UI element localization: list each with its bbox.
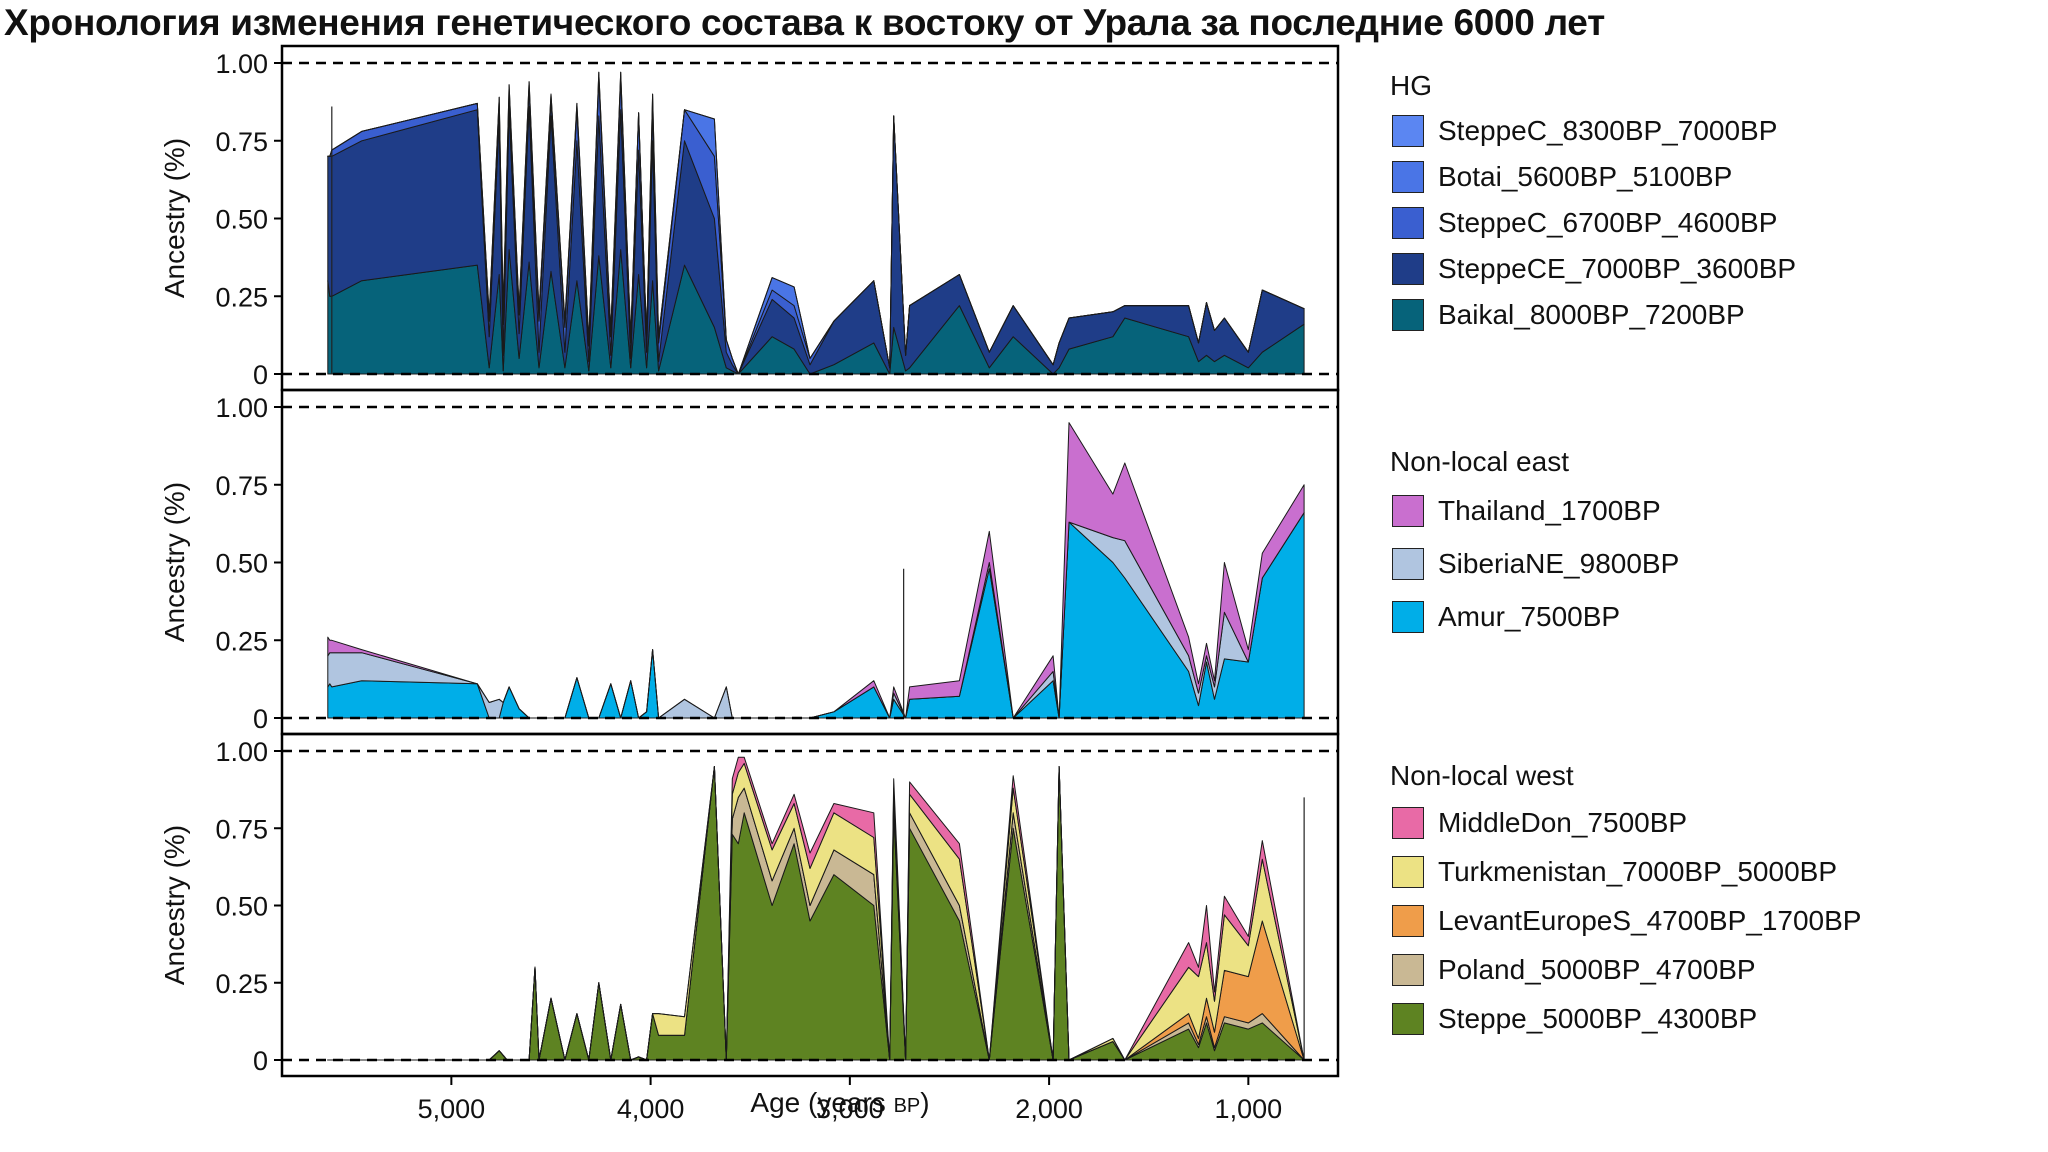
figure-title: Хронология изменения генетического соста…: [4, 2, 1605, 43]
panel-2: 0 0.25 0.50 0.75 1.00 Ancestry (%): [159, 732, 1340, 1078]
legend-swatch: [1392, 600, 1424, 633]
x-tick-label: 1,000: [1215, 1094, 1283, 1124]
legend-title: Non-local east: [1390, 446, 1569, 477]
legend-label: SteppeC_8300BP_7000BP: [1438, 115, 1778, 146]
y-tick-label: 0.50: [215, 892, 268, 922]
legend-label: Thailand_1700BP: [1438, 494, 1661, 526]
y-tick-label: 0.50: [215, 205, 268, 235]
legend-swatch: [1392, 806, 1424, 839]
y-axis-title: Ancestry (%): [159, 825, 190, 985]
y-tick-label: 0: [253, 360, 268, 390]
legend-label: Baikal_8000BP_7200BP: [1438, 299, 1745, 330]
legend-label: Botai_5600BP_5100BP: [1438, 161, 1733, 192]
legend-hg: HG SteppeC_8300BP_7000BP Botai_5600BP_5100…: [1390, 70, 1796, 338]
legend-item: Baikal_8000BP_7200BP: [1390, 292, 1796, 338]
legend-item: Turkmenistan_7000BP_5000BP: [1390, 847, 1861, 896]
legend-label: SteppeCE_7000BP_3600BP: [1438, 253, 1797, 284]
panel-0: 0 0.25 0.50 0.75 1.00 Ancestry (%): [159, 44, 1340, 392]
panels-layer: 0 0.25 0.50 0.75 1.00 Ancestry (%) 0 0.25 0.50 0.…: [159, 44, 1340, 1078]
legend-swatch: [1392, 115, 1424, 147]
y-axis-title: Ancestry (%): [159, 138, 190, 298]
legend-item: LevantEuropeS_4700BP_1700BP: [1390, 896, 1861, 945]
area-SteppeC_8300BP_7000BP: [327, 71, 1305, 375]
legend-item: Botai_5600BP_5100BP: [1390, 154, 1796, 200]
legend-item: Thailand_1700BP: [1390, 484, 1679, 537]
area-Thailand_1700BP: [327, 422, 1305, 719]
x-tick-label: 3,000: [816, 1094, 884, 1124]
legend-swatch: [1392, 207, 1424, 239]
y-tick-label: 0.75: [215, 127, 268, 157]
y-tick-label: 1.00: [215, 737, 268, 767]
legend-swatch: [1392, 253, 1424, 285]
legend-title: HG: [1390, 70, 1432, 101]
legend-label: Amur_7500BP: [1438, 600, 1621, 632]
y-tick-label: 0.25: [215, 282, 268, 312]
legend-label: MiddleDon_7500BP: [1438, 806, 1688, 838]
legend-item: Steppe_5000BP_4300BP: [1390, 994, 1861, 1043]
y-tick-label: 0.75: [215, 814, 268, 844]
legend-label: SiberiaNE_9800BP: [1438, 547, 1680, 579]
legend-swatch: [1392, 161, 1424, 193]
y-tick-label: 0.75: [215, 471, 268, 501]
legend-label: Turkmenistan_7000BP_5000BP: [1438, 855, 1837, 887]
panel-1: 0 0.25 0.50 0.75 1.00 Ancestry (%): [159, 388, 1340, 736]
legend-label: Poland_5000BP_4700BP: [1438, 953, 1756, 985]
legend-label: Steppe_5000BP_4300BP: [1438, 1002, 1758, 1034]
legend-item: SteppeCE_7000BP_3600BP: [1390, 246, 1796, 292]
legend-swatch: [1392, 547, 1424, 580]
y-tick-label: 0.50: [215, 549, 268, 579]
legend-label: SteppeC_6700BP_4600BP: [1438, 207, 1778, 238]
legend-non-local-west: Non-local west MiddleDon_7500BP Turkmenist…: [1390, 760, 1861, 1043]
legend-title: Non-local west: [1390, 760, 1574, 791]
legend-non-local-east: Non-local east Thailand_1700BP SiberiaNE_9…: [1390, 446, 1679, 643]
legend-item: SiberiaNE_9800BP: [1390, 537, 1679, 590]
x-tick-label: 5,000: [418, 1094, 486, 1124]
y-tick-label: 0: [253, 1046, 268, 1076]
legend-item: Amur_7500BP: [1390, 590, 1679, 643]
y-tick-label: 0.25: [215, 969, 268, 999]
legend-swatch: [1392, 1002, 1424, 1035]
legend-swatch: [1392, 494, 1424, 527]
legend-swatch: [1392, 855, 1424, 888]
y-tick-label: 0.25: [215, 626, 268, 656]
y-tick-label: 1.00: [215, 393, 268, 423]
legend-swatch: [1392, 904, 1424, 937]
x-tick-label: 2,000: [1015, 1094, 1083, 1124]
legend-item: Poland_5000BP_4700BP: [1390, 945, 1861, 994]
legend-swatch: [1392, 299, 1424, 331]
y-tick-label: 1.00: [215, 49, 268, 79]
x-tick-label: 4,000: [617, 1094, 685, 1124]
legend-label: LevantEuropeS_4700BP_1700BP: [1438, 904, 1862, 936]
y-tick-label: 0: [253, 704, 268, 734]
legend-item: MiddleDon_7500BP: [1390, 798, 1861, 847]
legend-item: SteppeC_8300BP_7000BP: [1390, 108, 1796, 154]
legend-swatch: [1392, 953, 1424, 986]
x-axis-title: Age (years BP): [750, 1087, 929, 1118]
x-axis: 5,000 4,000 3,000 2,000 1,000: [418, 1076, 1283, 1124]
legend-item: SteppeC_6700BP_4600BP: [1390, 200, 1796, 246]
y-axis-title: Ancestry (%): [159, 482, 190, 642]
